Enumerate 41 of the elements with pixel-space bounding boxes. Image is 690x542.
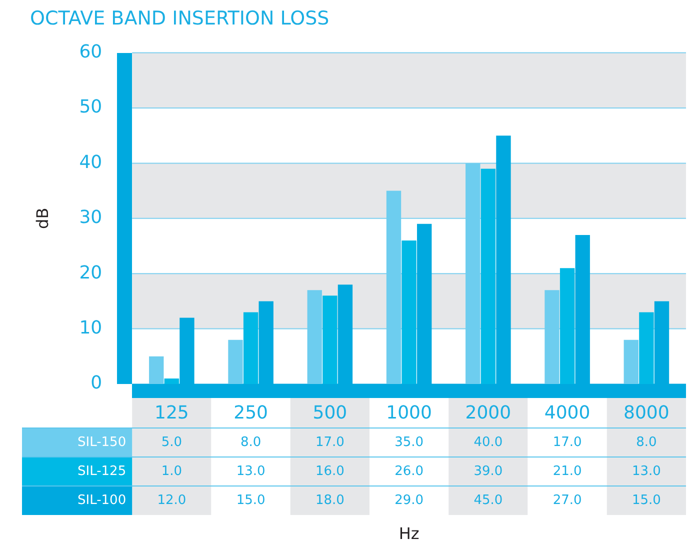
data-label: 17.0: [315, 434, 344, 450]
data-label: 15.0: [632, 492, 661, 508]
x-tick-label: 1000: [386, 402, 432, 424]
data-label: 5.0: [161, 434, 182, 450]
data-label: 13.0: [236, 464, 266, 479]
data-label: 1.0: [161, 464, 182, 479]
text: SIL-150: [77, 434, 126, 450]
text: Hz: [398, 524, 420, 542]
data-label: 15.0: [236, 492, 266, 508]
data-label: 39.0: [474, 464, 503, 479]
y-tick-label: 50: [79, 96, 102, 118]
y-tick-label: 30: [79, 207, 102, 228]
y-axis-title: dB: [32, 208, 52, 229]
x-tick-label: 125: [154, 402, 189, 424]
data-label: 35.0: [394, 434, 424, 450]
x-tick-label: 4000: [544, 402, 590, 424]
data-label: 21.0: [552, 464, 582, 479]
data-label: 40.0: [474, 434, 503, 450]
data-label: 29.0: [394, 492, 424, 508]
data-label: 16.0: [315, 464, 344, 479]
x-tick-label: 2000: [465, 402, 512, 424]
x-tick-label: 8000: [624, 402, 670, 424]
data-label: 8.0: [636, 434, 657, 450]
x-tick-label: 500: [312, 402, 348, 424]
y-tick-label: 20: [79, 262, 102, 284]
data-label: 8.0: [240, 434, 262, 450]
data-label: 12.0: [157, 492, 186, 508]
data-label: 27.0: [552, 492, 582, 508]
data-label: 26.0: [394, 464, 424, 479]
data-label: 13.0: [632, 464, 661, 479]
chart-title: OCTAVE BAND INSERTION LOSS: [30, 7, 330, 30]
data-label: 17.0: [552, 434, 582, 450]
x-tick-label: 250: [234, 402, 268, 424]
y-tick-label: 60: [79, 41, 102, 62]
text: SIL-100: [77, 492, 126, 508]
data-label: 18.0: [315, 492, 344, 508]
y-tick-label: 10: [79, 317, 102, 338]
y-tick-label: 0: [90, 372, 102, 394]
text: SIL-125: [77, 464, 126, 479]
y-tick-label: 40: [79, 152, 102, 173]
data-label: 45.0: [474, 492, 503, 508]
